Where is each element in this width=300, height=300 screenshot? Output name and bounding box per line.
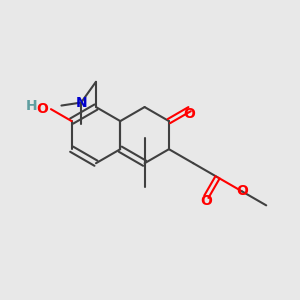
Text: O: O: [184, 106, 196, 121]
Text: H: H: [26, 99, 38, 113]
Text: N: N: [75, 96, 87, 110]
Text: O: O: [200, 194, 212, 208]
Text: O: O: [37, 102, 49, 116]
Text: O: O: [236, 184, 248, 198]
